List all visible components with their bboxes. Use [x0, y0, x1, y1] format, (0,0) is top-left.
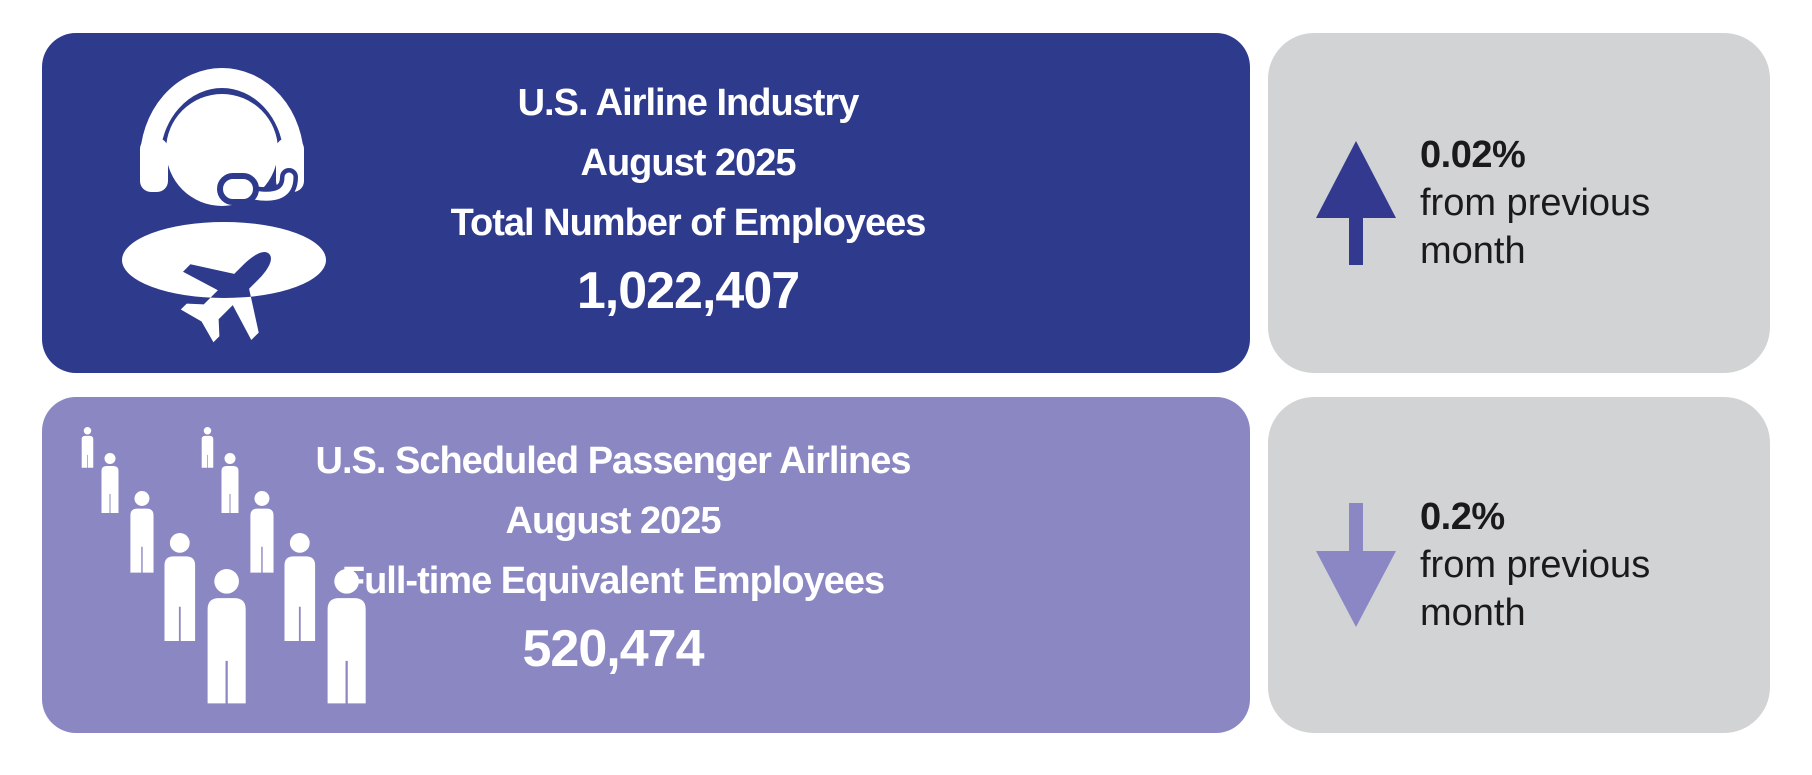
card-metric-line: Total Number of Employees — [450, 202, 927, 244]
fte-total-value: 520,474 — [522, 620, 705, 678]
change-caption-line1: from previous — [1420, 182, 1651, 224]
down-arrow-icon — [1316, 503, 1396, 627]
scheduled-stat-text: U.S. Scheduled Passenger Airlines August… — [42, 397, 1184, 733]
change-percent: 0.2% — [1420, 496, 1505, 538]
card-title-line: U.S. Airline Industry — [517, 82, 860, 124]
card-period-line: August 2025 — [580, 142, 797, 184]
up-arrow-icon — [1316, 141, 1396, 265]
industry-change-card: 0.02% from previous month — [1268, 33, 1770, 373]
industry-employees-card: U.S. Airline Industry August 2025 Total … — [42, 33, 1250, 373]
change-caption-line2: month — [1420, 592, 1526, 634]
scheduled-change-content: 0.2% from previous month — [1268, 397, 1770, 733]
scheduled-fte-card: U.S. Scheduled Passenger Airlines August… — [42, 397, 1250, 733]
scheduled-change-text: 0.2% from previous month — [1420, 493, 1650, 637]
industry-change-content: 0.02% from previous month — [1268, 33, 1770, 373]
card-metric-line: Full-time Equivalent Employees — [341, 560, 885, 602]
headset-agent-airplane-icon — [120, 65, 330, 350]
change-caption-line1: from previous — [1420, 544, 1651, 586]
change-percent: 0.02% — [1420, 134, 1526, 176]
card-title-line: U.S. Scheduled Passenger Airlines — [315, 440, 912, 482]
industry-stat-text: U.S. Airline Industry August 2025 Total … — [242, 33, 1134, 373]
card-period-line: August 2025 — [505, 500, 722, 542]
employees-total-value: 1,022,407 — [576, 262, 800, 320]
change-caption-line2: month — [1420, 230, 1526, 272]
scheduled-change-card: 0.2% from previous month — [1268, 397, 1770, 733]
industry-change-text: 0.02% from previous month — [1420, 131, 1650, 275]
